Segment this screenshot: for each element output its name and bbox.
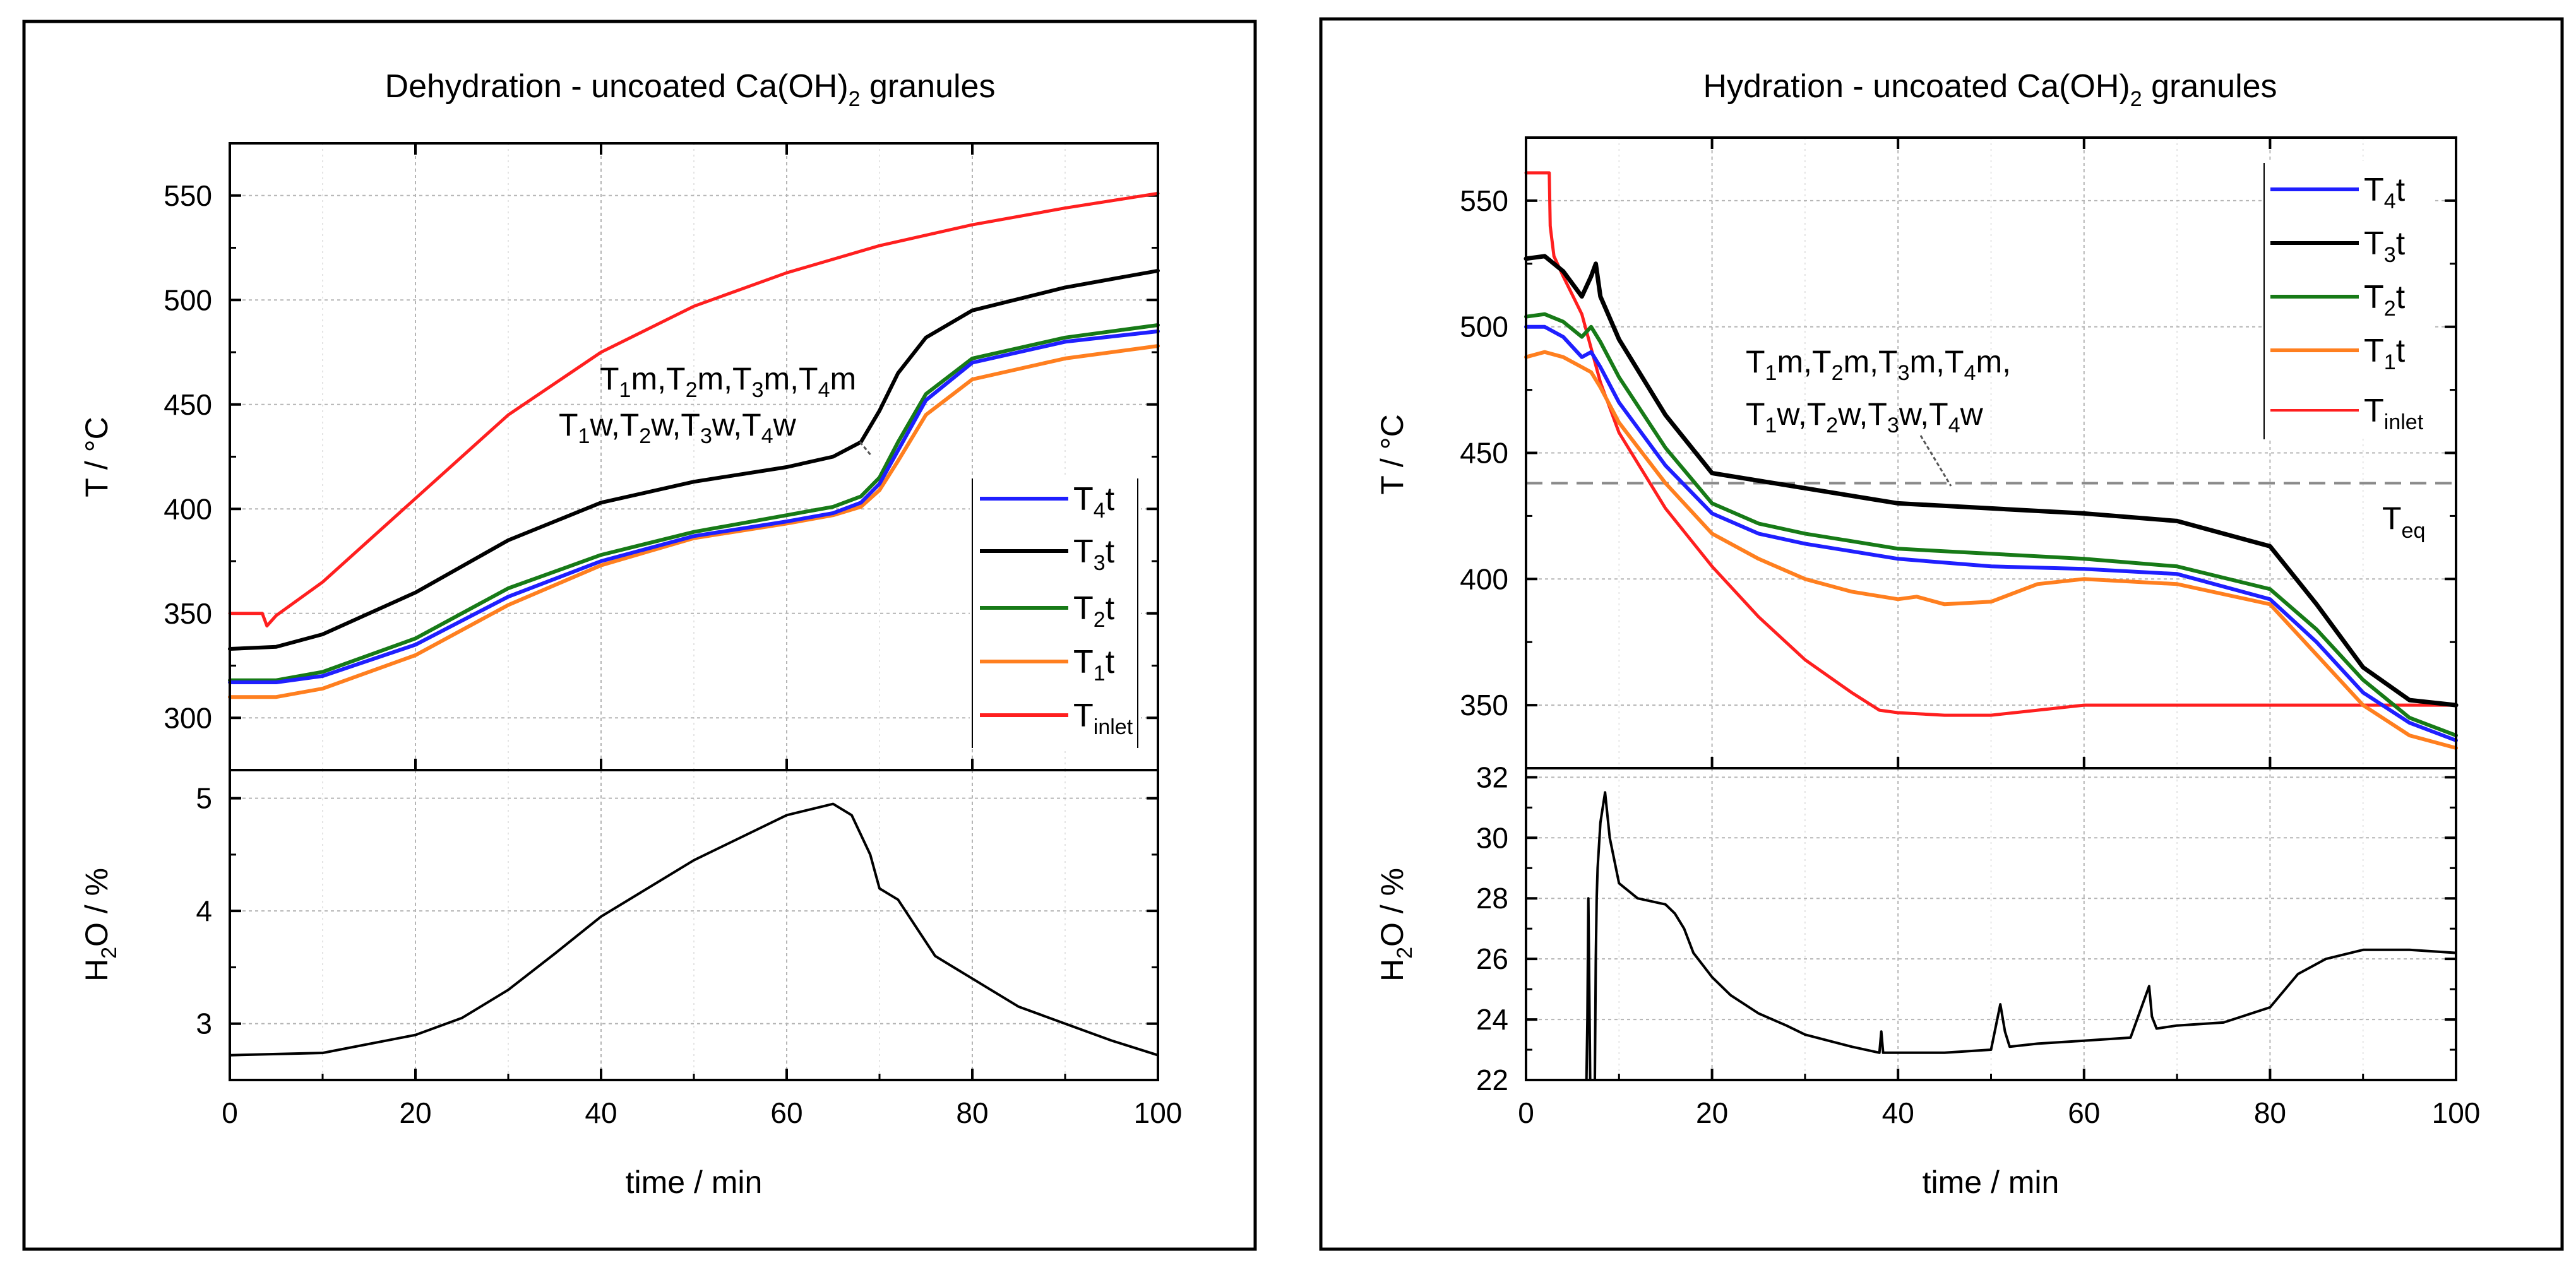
dehydration-title: Dehydration - uncoated Ca(OH)2 granules <box>385 68 996 111</box>
dehydration-x-label: time / min <box>626 1165 763 1200</box>
legend-entry-T3t: T3t <box>2270 225 2406 267</box>
hydration-teq-label: Teq <box>2382 501 2425 543</box>
y-tick-label: 450 <box>1460 437 1508 470</box>
series-line-T1t <box>1524 350 2458 750</box>
left-figure-frame <box>22 20 1257 1251</box>
y-tick-label: 450 <box>164 388 212 421</box>
y-tick-label: 32 <box>1476 761 1508 793</box>
dehydration-legend-box <box>970 477 1141 748</box>
series-line-T4t <box>228 329 1160 684</box>
hydration-x-label: time / min <box>1923 1165 2060 1200</box>
legend-entry-T2t: T2t <box>980 590 1115 632</box>
y-tick-label: 4 <box>196 894 212 927</box>
x-tick-label: 20 <box>1696 1096 1728 1129</box>
hydration-temperature-series <box>1524 171 2459 750</box>
dehydration-legend: T4t T3t T2t T1t Tinlet <box>970 477 1141 748</box>
hydration-water-grid <box>1526 768 2456 1081</box>
hydration-water-y-label: H2O / % <box>1374 868 1417 982</box>
x-tick-label: 100 <box>2432 1096 2481 1129</box>
legend-label-T2t: T2t <box>1073 590 1115 632</box>
hydration-annotation-line2: T1w,T2w,T3w,T4w <box>1746 396 1984 437</box>
y-tick-label: 300 <box>164 701 212 734</box>
hydration-temperature-y-label: T / °C <box>1374 414 1410 494</box>
y-tick-label: 500 <box>164 283 212 316</box>
dehydration-temperature-y-label: T / °C <box>79 417 114 497</box>
x-tick-label: 40 <box>1882 1096 1914 1129</box>
dehydration-annotation-line2: T1w,T2w,T3w,T4w <box>559 407 797 448</box>
dehydration-chart: Dehydration - uncoated Ca(OH)2 granules … <box>79 68 1182 1200</box>
hydration-x-ticks: 0 20 40 60 80 100 <box>1518 138 2480 1129</box>
right-figure-frame <box>1319 17 2564 1251</box>
hydration-water-y-ticks: 22 24 26 28 30 32 <box>1476 761 2456 1096</box>
hydration-annotation: T1m,T2m,T3m,T4m, T1w,T2w,T3w,T4w <box>1746 344 2011 487</box>
series-line-H2O <box>1585 791 2457 1081</box>
y-tick-label: 28 <box>1476 882 1508 915</box>
hydration-legend: T4t T3t T2t T1t Tinlet <box>2262 161 2434 439</box>
series-line-T1t <box>228 344 1160 699</box>
legend-label-T1t: T1t <box>1073 644 1115 685</box>
x-tick-label: 60 <box>770 1096 802 1129</box>
series-line-T2t <box>1524 312 2458 738</box>
y-tick-label: 350 <box>164 597 212 630</box>
x-tick-label: 80 <box>2254 1096 2286 1129</box>
dehydration-annotation-pointer <box>859 441 873 456</box>
series-line-T3t <box>228 268 1160 651</box>
legend-entry-T3t: T3t <box>980 533 1115 575</box>
hydration-annotation-pointer <box>1919 435 1952 487</box>
hydration-chart: Hydration - uncoated Ca(OH)2 granules 35… <box>1374 68 2480 1200</box>
dehydration-annotation: T1m,T2m,T3m,T4m T1w,T2w,T3w,T4w <box>559 361 873 456</box>
y-tick-label: 550 <box>164 179 212 212</box>
hydration-legend-box <box>2262 161 2434 439</box>
series-line-H2O <box>229 802 1159 1057</box>
legend-entry-T1t: T1t <box>980 644 1115 685</box>
y-tick-label: 3 <box>196 1007 212 1040</box>
hydration-title: Hydration - uncoated Ca(OH)2 granules <box>1703 68 2277 111</box>
x-tick-label: 0 <box>222 1096 238 1129</box>
hydration-annotation-line1: T1m,T2m,T3m,T4m, <box>1746 344 2011 385</box>
dehydration-temperature-y-ticks: 300 350 400 450 500 550 <box>164 142 1158 734</box>
dehydration-water-series <box>229 802 1159 1057</box>
hydration-temperature-grid <box>1526 138 2456 768</box>
x-tick-label: 0 <box>1518 1096 1534 1129</box>
dehydration-temperature-series <box>228 191 1160 699</box>
dehydration-water-grid <box>230 770 1158 1080</box>
hydration-temperature-y-ticks: 350 400 450 500 550 <box>1460 136 2456 721</box>
y-tick-label: 500 <box>1460 311 1508 343</box>
dehydration-water-y-label: H2O / % <box>79 868 121 982</box>
x-tick-label: 20 <box>399 1096 431 1129</box>
x-tick-label: 40 <box>585 1096 617 1129</box>
y-tick-label: 24 <box>1476 1003 1508 1036</box>
y-tick-label: 22 <box>1476 1064 1508 1096</box>
hydration-water-series <box>1585 791 2457 1081</box>
series-line-Tinlet <box>228 191 1160 628</box>
y-tick-label: 400 <box>164 492 212 525</box>
y-tick-label: 550 <box>1460 184 1508 217</box>
y-tick-label: 350 <box>1460 689 1508 721</box>
series-line-T2t <box>228 323 1160 682</box>
y-tick-label: 5 <box>196 782 212 815</box>
x-tick-label: 80 <box>956 1096 988 1129</box>
y-tick-label: 26 <box>1476 942 1508 975</box>
x-tick-label: 100 <box>1134 1096 1183 1129</box>
y-tick-label: 400 <box>1460 562 1508 595</box>
series-line-T3t <box>1524 254 2459 708</box>
dehydration-annotation-line1: T1m,T2m,T3m,T4m <box>600 361 856 402</box>
x-tick-label: 60 <box>2068 1096 2100 1129</box>
series-line-T4t <box>1524 324 2458 742</box>
y-tick-label: 30 <box>1476 821 1508 854</box>
dehydration-x-ticks: 0 20 40 60 80 100 <box>222 143 1182 1129</box>
